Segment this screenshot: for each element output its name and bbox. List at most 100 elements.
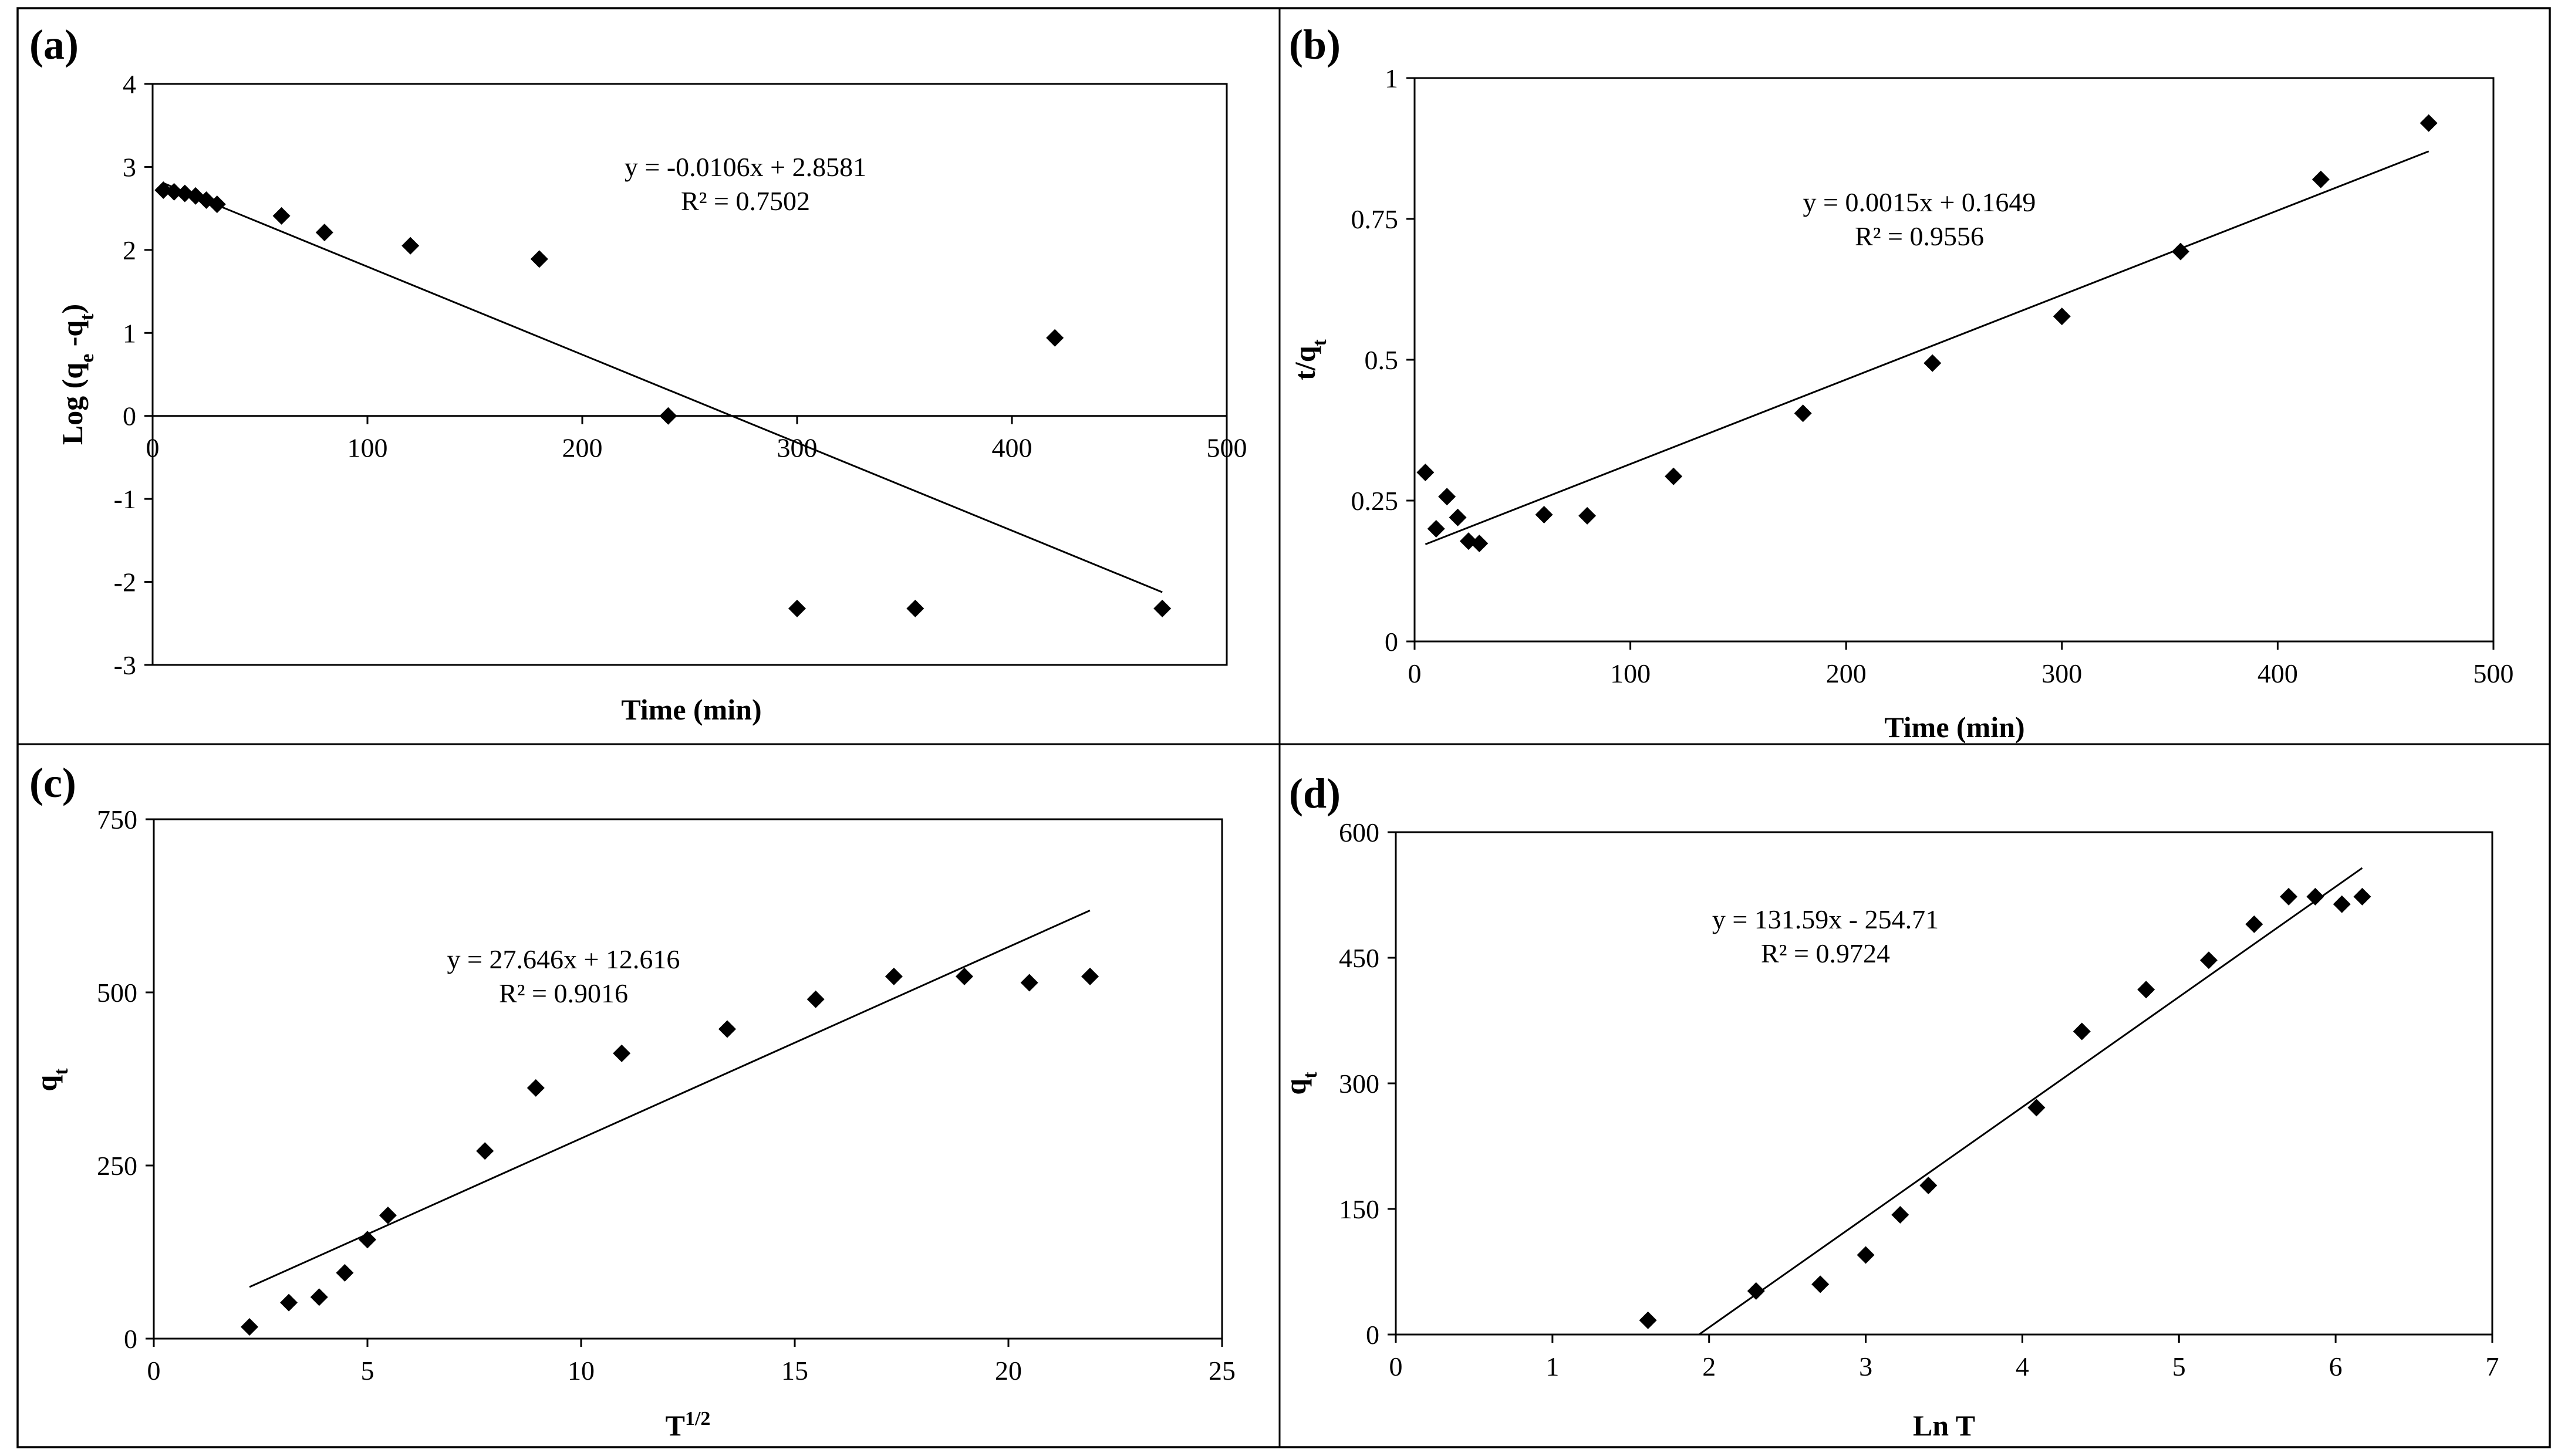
panel-a-y-tick-label: -2 [114, 567, 136, 597]
panel-b-trendline [1425, 150, 2429, 545]
panel-b-data-point [1438, 488, 1456, 506]
panel-c-data-point [476, 1142, 494, 1160]
panel-c-data-point [1020, 974, 1038, 992]
panel-a-x-tick-label: 100 [347, 433, 388, 463]
panel-d-data-point [2073, 1022, 2091, 1041]
panel-a-data-point [315, 224, 333, 242]
panel-d-data-point [2353, 887, 2371, 906]
panel-c-y-axis-title: qt [30, 1068, 72, 1092]
panel-d-x-tick-label: 6 [2329, 1352, 2343, 1381]
panel-d-y-ticks: 0 150 300 450 600 [1339, 817, 1396, 1350]
panel-b-x-ticks: 0 100 200 300 400 500 [1408, 641, 2514, 688]
panel-c-data-point [527, 1079, 545, 1097]
panel-b-y-tick-label: 1 [1385, 63, 1398, 93]
panel-b-y-tick-label: 0.25 [1351, 486, 1399, 516]
panel-b-data-point [2311, 170, 2330, 188]
panel-d-x-tick-label: 4 [2016, 1352, 2029, 1381]
panel-b-x-tick-label: 500 [2473, 658, 2514, 688]
panel-d-x-tick-label: 7 [2486, 1352, 2499, 1381]
panel-c-plot-frame [153, 818, 1223, 1340]
panel-d-x-tick-label: 0 [1389, 1352, 1403, 1381]
panel-a-r2: R² = 0.7502 [681, 186, 810, 216]
panel-d-data-point [2245, 915, 2263, 933]
panel-a-y-tick-label: 1 [123, 318, 136, 348]
panel-b-data-point [2053, 308, 2071, 326]
panel-b-data-point [1427, 520, 1445, 538]
panel-c-x-tick-label: 10 [568, 1356, 595, 1386]
panel-c-tag: (c) [29, 759, 76, 806]
panel-b-x-tick-label: 0 [1408, 658, 1422, 688]
panel-d-data-point [1919, 1177, 1938, 1195]
panel-a-equation: y = -0.0106x + 2.8581 [625, 152, 866, 182]
panel-d-trendline [1698, 867, 2363, 1336]
panel-c-data-point [336, 1264, 354, 1282]
panel-d-data-point [1639, 1311, 1657, 1329]
panel-a-y-tick-label: -3 [114, 650, 136, 680]
panel-b-data-point [1923, 354, 1942, 372]
panel-a-data-point [1153, 599, 1172, 617]
panel-a-data-point [154, 181, 173, 200]
panel-d-data-point [2137, 981, 2155, 999]
panel-b-x-tick-label: 300 [2041, 658, 2082, 688]
panel-a-x-tick-label: 200 [562, 433, 603, 463]
panel-b-equation: y = 0.0015x + 0.1649 [1803, 187, 2036, 217]
panel-b-data-point [2171, 242, 2189, 261]
panel-b-data-point [2419, 114, 2438, 132]
panel-d-data-point [1857, 1246, 1875, 1264]
panel-d-data-point [2280, 887, 2298, 906]
panel-c-y-tick-label: 500 [97, 978, 137, 1008]
panel-d-y-tick-label: 300 [1339, 1069, 1379, 1099]
panel-d-points [1639, 887, 2371, 1329]
panel-c-data-point [885, 967, 903, 985]
panel-d-y-tick-label: 600 [1339, 817, 1379, 847]
panel-b-tag: (b) [1289, 21, 1341, 68]
panel-c-data-point [241, 1318, 259, 1336]
panel-a-data-point [659, 407, 677, 425]
panel-d-x-tick-label: 5 [2172, 1352, 2186, 1381]
panel-b-y-tick-label: 0.5 [1365, 345, 1399, 375]
panel-d-data-point [2333, 895, 2351, 913]
panel-c-x-axis-title: T1/2 [666, 1408, 711, 1443]
panel-a-y-tick-label: -1 [114, 484, 136, 514]
panel-b: (b) 0 100 200 300 400 500 0 0.25 0.5 0.75 1 y = 0… [1288, 21, 2514, 744]
panel-a-data-point [165, 183, 183, 201]
panel-a-data-point [906, 599, 924, 617]
panel-b-data-point [1470, 534, 1489, 552]
panel-c-data-point [310, 1288, 328, 1306]
panel-d-data-point [1811, 1275, 1830, 1293]
panel-c-x-tick-label: 25 [1209, 1356, 1236, 1386]
panel-a-y-tick-label: 4 [123, 69, 136, 99]
panel-a-plot-frame [151, 83, 1228, 666]
panel-c-data-point [1081, 967, 1099, 985]
panel-c-data-point [379, 1206, 397, 1224]
panel-d: (d) 0 1 2 3 4 5 6 7 0 150 300 450 600 y = 131.59x -… [1279, 770, 2499, 1442]
panel-a-tag: (a) [29, 21, 79, 68]
panel-c-equation: y = 27.646x + 12.616 [447, 944, 680, 974]
panel-c-data-point [613, 1044, 631, 1062]
panel-d-y-axis-title: qt [1279, 1072, 1321, 1095]
panel-c-data-point [359, 1231, 376, 1249]
panel-a-data-point [272, 207, 291, 225]
panel-b-y-tick-label: 0.75 [1351, 204, 1399, 234]
panel-a-x-axis-title: Time (min) [621, 693, 761, 726]
panel-b-y-tick-label: 0 [1385, 627, 1398, 657]
panel-a-data-point [530, 250, 548, 268]
panel-b-x-tick-label: 100 [1610, 658, 1651, 688]
panel-a-data-point [788, 599, 806, 617]
panel-d-data-point [2306, 887, 2324, 906]
panel-b-y-axis-title: t/qt [1288, 339, 1331, 380]
panel-b-x-axis-title: Time (min) [1884, 711, 2024, 744]
panel-a-y-ticks: -3 -2 -1 0 1 2 3 4 [114, 69, 153, 680]
panel-a-x-tick-label: 400 [992, 433, 1032, 463]
panel-c-data-point [718, 1020, 736, 1038]
panel-c-data-point [956, 967, 974, 985]
panel-a-data-point [401, 237, 420, 255]
panel-d-y-tick-label: 150 [1339, 1194, 1379, 1224]
panel-b-x-tick-label: 200 [1826, 658, 1867, 688]
panel-c-y-tick-label: 250 [97, 1151, 137, 1181]
panel-a-data-point [1046, 329, 1064, 347]
panel-c: (c) 0 5 10 15 20 25 0 250 500 750 y = 27.646x + … [29, 759, 1236, 1442]
panel-c-r2: R² = 0.9016 [499, 978, 628, 1008]
panel-d-tag: (d) [1289, 770, 1341, 817]
